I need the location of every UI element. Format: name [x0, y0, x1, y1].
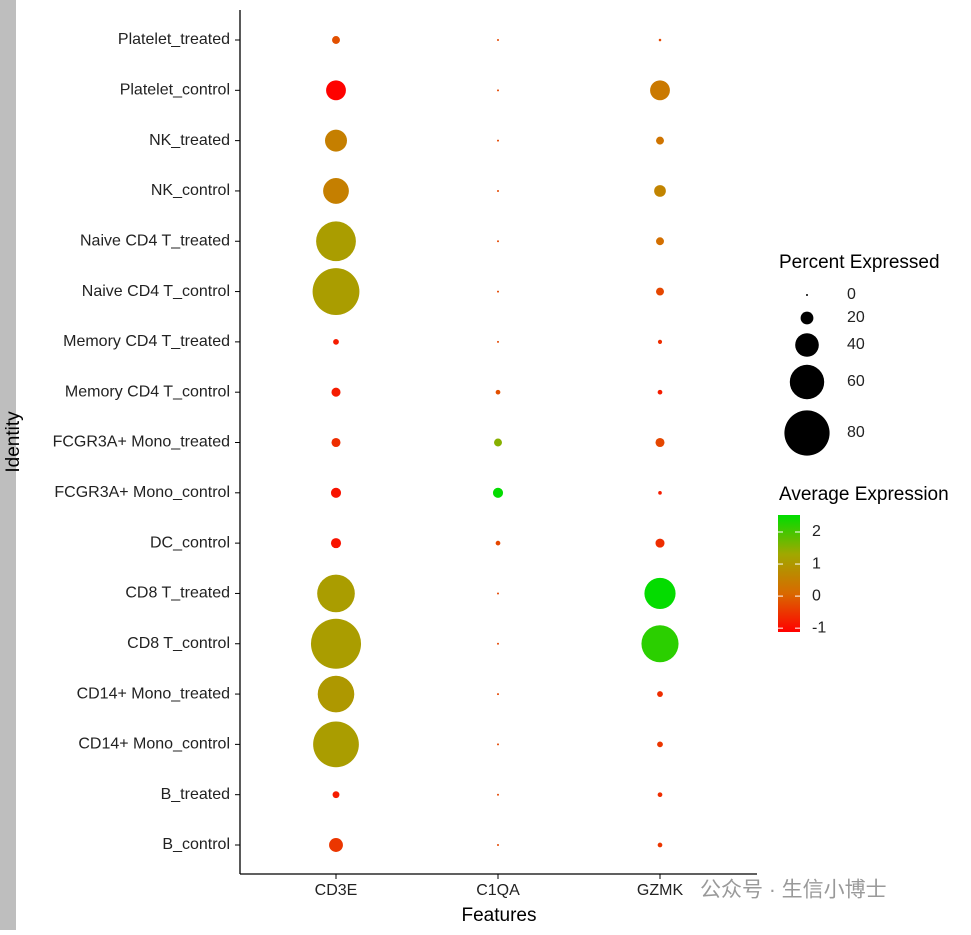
- y-axis-title: Identity: [3, 411, 24, 473]
- y-tick-label: Platelet_treated: [118, 31, 230, 48]
- y-tick-label: Naive CD4 T_treated: [80, 232, 230, 249]
- dot: [641, 625, 679, 663]
- dot: [656, 136, 664, 145]
- x-axis-title: Features: [462, 905, 537, 926]
- dot: [497, 39, 499, 41]
- color-tick-label: 0: [812, 587, 821, 604]
- dot: [497, 592, 499, 595]
- dot: [333, 338, 339, 345]
- y-tick-label: NK_control: [151, 182, 230, 199]
- size-legend-label: 0: [847, 286, 856, 303]
- dot: [331, 387, 341, 397]
- dot: [654, 185, 666, 197]
- y-tick-label: CD8 T_control: [127, 635, 230, 652]
- dot: [497, 189, 499, 192]
- dot: [316, 221, 356, 262]
- size-legend-dot: [784, 410, 830, 456]
- dot: [497, 290, 499, 293]
- dot: [656, 287, 664, 296]
- size-legend-label: 40: [847, 336, 865, 353]
- dot: [497, 844, 499, 846]
- y-tick-label: CD8 T_treated: [125, 585, 230, 602]
- dot: [329, 838, 343, 852]
- dot: [497, 693, 499, 696]
- dot: [326, 80, 346, 101]
- dot: [310, 618, 362, 669]
- dot: [497, 139, 499, 142]
- dot: [655, 437, 665, 448]
- color-tick-label: -1: [812, 619, 826, 636]
- y-tick-label: Memory CD4 T_control: [65, 383, 230, 400]
- size-legend-label: 80: [847, 424, 865, 441]
- dot: [492, 487, 504, 498]
- dot: [497, 642, 499, 645]
- dot: [655, 538, 665, 548]
- dot: [331, 437, 341, 448]
- dot: [317, 675, 355, 713]
- color-tick-label: 1: [812, 555, 821, 572]
- y-tick-label: B_treated: [161, 786, 230, 803]
- dot: [497, 89, 499, 92]
- side-strip: [0, 0, 16, 930]
- dot: [657, 741, 663, 748]
- y-tick-label: Memory CD4 T_treated: [63, 333, 230, 350]
- dot: [332, 791, 340, 799]
- size-legend-label: 20: [847, 309, 865, 326]
- dot: [325, 129, 347, 152]
- y-tick-label: Platelet_control: [120, 82, 230, 99]
- dot: [312, 268, 360, 315]
- size-legend-label: 60: [847, 373, 865, 390]
- dot: [657, 339, 663, 344]
- size-legend-title: Percent Expressed: [779, 252, 940, 273]
- dot: [644, 577, 676, 610]
- dot: [658, 38, 662, 42]
- dot: [650, 80, 670, 101]
- x-tick-label: C1QA: [476, 882, 520, 899]
- dot: [658, 491, 662, 495]
- dot: [317, 574, 355, 613]
- dot: [657, 691, 663, 697]
- dot: [330, 487, 342, 498]
- size-legend-dot: [800, 311, 814, 325]
- dot: [497, 743, 499, 746]
- dot: [495, 389, 501, 395]
- y-tick-label: CD14+ Mono_control: [78, 736, 230, 753]
- dot: [495, 540, 501, 546]
- size-legend-dot: [806, 294, 808, 296]
- dot: [494, 438, 502, 447]
- dot: [657, 389, 663, 395]
- dot: [313, 721, 359, 768]
- dot: [657, 792, 663, 798]
- x-tick-label: GZMK: [637, 882, 684, 899]
- size-legend-dot: [789, 364, 825, 400]
- y-tick-label: CD14+ Mono_treated: [77, 685, 230, 702]
- dot: [332, 36, 340, 44]
- y-tick-label: B_control: [162, 836, 230, 853]
- dot: [497, 240, 499, 243]
- dot: [657, 842, 663, 848]
- dot: [497, 793, 499, 796]
- dot: [497, 340, 499, 343]
- x-tick-label: CD3E: [315, 882, 358, 899]
- y-tick-label: Naive CD4 T_control: [82, 283, 230, 300]
- color-tick-label: 2: [812, 523, 821, 540]
- size-legend-dot: [795, 333, 819, 357]
- color-legend-title: Average Expression: [779, 484, 949, 505]
- color-bar: [778, 515, 800, 632]
- y-tick-label: DC_control: [150, 534, 230, 551]
- dot: [656, 237, 664, 246]
- dot: [323, 178, 349, 204]
- y-tick-label: FCGR3A+ Mono_treated: [53, 434, 230, 451]
- watermark: 公众号 · 生信小博士: [700, 879, 887, 902]
- y-tick-label: FCGR3A+ Mono_control: [54, 484, 230, 501]
- y-tick-label: NK_treated: [149, 132, 230, 149]
- dot: [330, 538, 342, 549]
